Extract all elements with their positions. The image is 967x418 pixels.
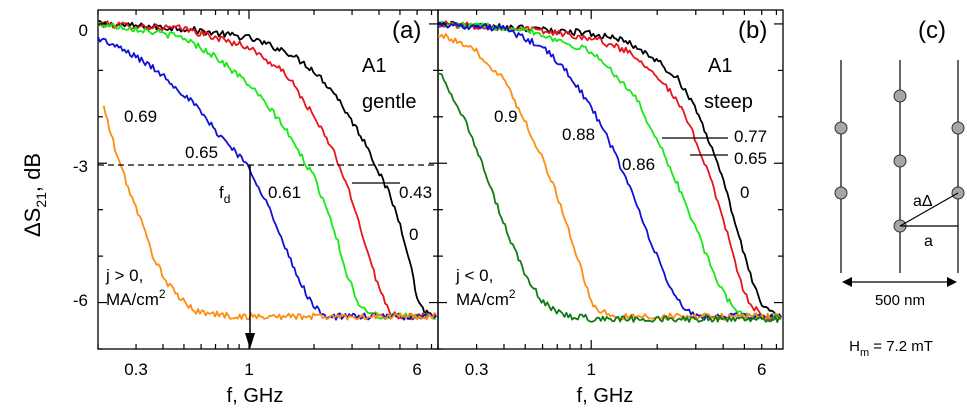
y-label-main: ΔS [20,208,45,237]
x-tick-label-a-1: 1 [244,360,253,379]
fd-label: fd [219,183,230,206]
a-delta-line [899,192,959,227]
label-086: 0.86 [622,155,655,174]
scale-label: 500 nm [875,292,925,309]
notch-w3-1 [951,121,965,135]
series-line-b-09 [437,72,782,324]
y-tick-label-minus3: -3 [73,157,88,176]
panel-b-ticks: 0.3 1 6 [437,10,783,379]
notch-w1-top [834,121,848,135]
x-tick-label-a-2: 6 [412,360,421,379]
series-line-b-088 [437,33,782,321]
panel-a-label: (a) [392,17,421,44]
y-axis-label: ΔS21, dB [20,153,49,237]
series-line-a-0 [97,19,437,318]
current-note-a-line2: MA/cm2 [106,287,166,309]
series-line-a-065 [97,36,437,321]
label-088: 0.88 [562,125,595,144]
panel-b-series-group [437,20,782,324]
panel-c-diagram: (c) aΔ a 500 nm Hm = 7.2 mT [834,17,965,359]
label-043: 0.43 [399,183,432,202]
panel-a-sample: A1 [362,55,386,77]
series-line-a-069 [102,105,437,321]
panel-a-profile: gentle [362,91,417,113]
panel-a: 0.3 1 6 fd (a) A1 gentle 0.69 0.65 0.61 0.… [97,9,439,407]
a-delta-label: aΔ [913,193,933,210]
svg-text:ΔS21, dB: ΔS21, dB [20,153,49,237]
series-line-a-061 [98,21,437,320]
x-tick-label-b-1: 1 [586,360,595,379]
current-note-b-line1: j < 0, [455,266,493,285]
panel-a-series-group [97,19,437,321]
y-tick-label-0: 0 [79,21,88,40]
y-label-tail: , dB [20,153,45,192]
a-label: a [924,233,933,250]
label-0-a: 0 [409,225,418,244]
label-061: 0.61 [268,183,301,202]
x-tick-label-b-0: 0.3 [465,360,489,379]
current-note-a-line1: j > 0, [105,266,143,285]
panel-b-profile: steep [704,91,753,113]
x-tick-label-b-2: 6 [757,360,766,379]
x-axis-label-b: f, GHz [577,385,634,407]
series-line-b-086 [437,21,782,321]
scale-arrow-right [947,277,957,287]
current-note-b-line2: MA/cm2 [456,287,516,309]
panel-b-label: (b) [738,17,767,44]
label-065b: 0.65 [734,149,767,168]
fd-arrow-head [245,333,255,349]
notch-w1-bottom [834,186,848,200]
x-tick-label-a-0: 0.3 [124,360,148,379]
label-065: 0.65 [185,143,218,162]
label-077: 0.77 [734,127,767,146]
panel-c-label: (c) [918,17,946,44]
y-label-sub: 21 [33,192,49,208]
scale-arrow-left [842,277,852,287]
label-069: 0.69 [124,107,157,126]
notch-w2-1 [893,89,907,103]
panel-b: 0.3 1 6 (b) A1 steep 0.9 0.88 0.86 0.77 0.… [437,9,784,407]
y-tick-label-minus6: -6 [73,291,88,310]
label-09: 0.9 [494,107,518,126]
label-0-b: 0 [740,183,749,202]
notch-w2-2 [893,154,907,168]
field-label: Hm = 7.2 mT [849,338,933,359]
x-axis-label-a: f, GHz [227,385,284,407]
series-line-b-077 [437,20,782,321]
series-line-a-043 [97,20,437,321]
panel-b-sample: A1 [708,55,732,77]
panel-b-frame [437,9,784,350]
